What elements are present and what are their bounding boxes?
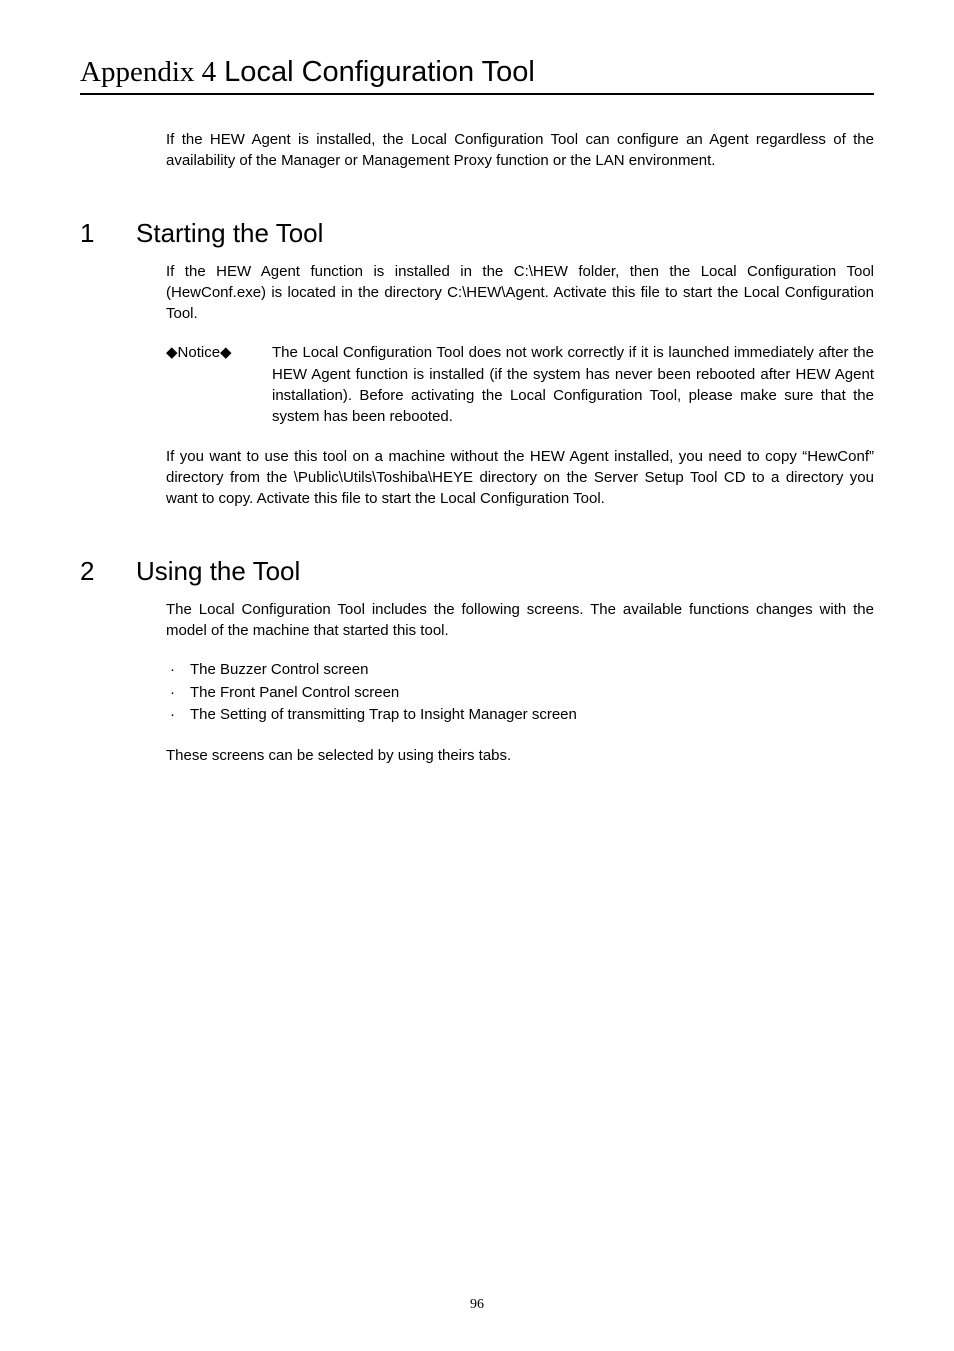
section-2-heading: 2 Using the Tool: [80, 556, 874, 587]
section-1-number: 1: [80, 218, 136, 249]
section-1-body-2: If you want to use this tool on a machin…: [166, 446, 874, 510]
list-item: The Front Panel Control screen: [166, 682, 874, 705]
section-2-number: 2: [80, 556, 136, 587]
page-number: 96: [0, 1297, 954, 1313]
notice-label: ◆Notice◆: [166, 342, 272, 427]
section-1-p1: If the HEW Agent function is installed i…: [166, 261, 874, 325]
notice-block: ◆Notice◆ The Local Configuration Tool do…: [166, 342, 874, 427]
page-title: Local Configuration Tool: [216, 56, 535, 88]
section-1-heading: 1 Starting the Tool: [80, 218, 874, 249]
title-row: Appendix 4 Local Configuration Tool: [80, 56, 874, 95]
section-2-body: The Local Configuration Tool includes th…: [166, 599, 874, 766]
section-1-p2: If you want to use this tool on a machin…: [166, 446, 874, 510]
bullet-list: The Buzzer Control screen The Front Pane…: [166, 659, 874, 727]
section-1-body: If the HEW Agent function is installed i…: [166, 261, 874, 325]
notice-text: The Local Configuration Tool does not wo…: [272, 342, 874, 427]
appendix-label: Appendix 4: [80, 56, 216, 88]
section-2-p1: The Local Configuration Tool includes th…: [166, 599, 874, 642]
section-2-p2: These screens can be selected by using t…: [166, 745, 874, 766]
section-1-title: Starting the Tool: [136, 218, 323, 249]
section-2-title: Using the Tool: [136, 556, 300, 587]
page: Appendix 4 Local Configuration Tool If t…: [0, 0, 954, 1351]
list-item: The Setting of transmitting Trap to Insi…: [166, 704, 874, 727]
list-item: The Buzzer Control screen: [166, 659, 874, 682]
intro-paragraph: If the HEW Agent is installed, the Local…: [166, 129, 874, 172]
